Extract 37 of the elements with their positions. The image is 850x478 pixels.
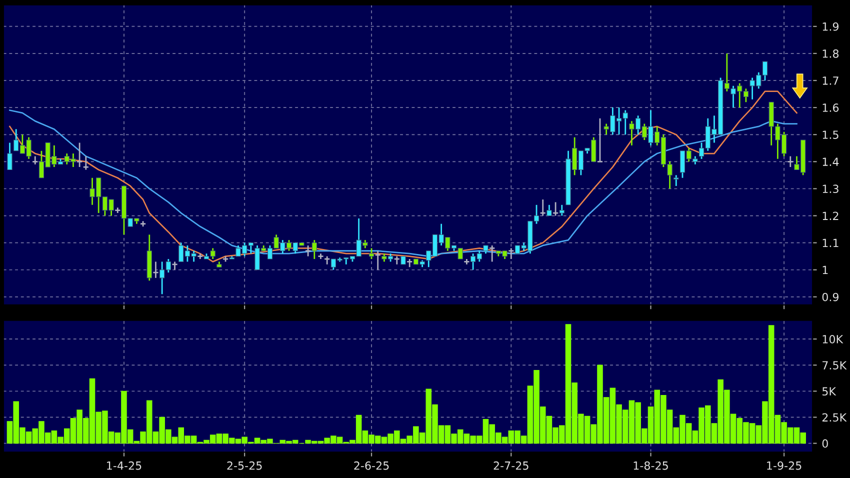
y-tick-label: 0.9	[822, 292, 839, 302]
y-tick-label: 10K	[822, 335, 844, 344]
y-tick-label: 1.2	[822, 212, 838, 220]
x-tick-label: 1-9-25	[767, 461, 802, 470]
y-tick-label: 1.9	[822, 22, 839, 31]
x-tick-label: 2-7-25	[494, 461, 528, 470]
x-tick-label: 1-4-25	[107, 461, 142, 470]
x-tick-label: 2-6-25	[354, 461, 389, 470]
y-tick-label: 1.8	[822, 49, 839, 58]
y-tick-label: 5K	[822, 387, 836, 396]
y-tick-label: 1.6	[822, 104, 839, 112]
candlestick	[546, 204, 552, 216]
y-tick-label: 0	[822, 439, 828, 448]
candlestick	[488, 244, 496, 262]
y-tick-label: 1.4	[822, 158, 839, 166]
x-tick-label: 1-8-25	[634, 461, 668, 470]
y-tick-label: 7.5K	[822, 361, 847, 370]
y-tick-label: 2.5K	[822, 413, 847, 422]
y-tick-label: 1.5	[822, 130, 838, 139]
candlestick	[312, 239, 317, 260]
candlestick	[368, 247, 374, 260]
candlestick	[559, 204, 564, 216]
candlestick	[374, 250, 382, 270]
candlestick	[787, 156, 794, 168]
x-tick-label: 2-5-25	[227, 461, 262, 470]
y-tick-label: 1	[822, 266, 828, 274]
candlestick	[76, 142, 83, 168]
y-tick-label: 1.1	[822, 238, 838, 247]
candlestick	[508, 247, 514, 260]
candlestick	[172, 261, 178, 270]
candlestick	[32, 156, 38, 166]
y-tick-label: 1.7	[822, 76, 838, 85]
candlestick	[7, 142, 12, 170]
candlestick	[596, 118, 604, 162]
candlestick	[674, 174, 679, 187]
y-tick-label: 1.3	[822, 184, 838, 194]
candlestick	[304, 244, 312, 257]
